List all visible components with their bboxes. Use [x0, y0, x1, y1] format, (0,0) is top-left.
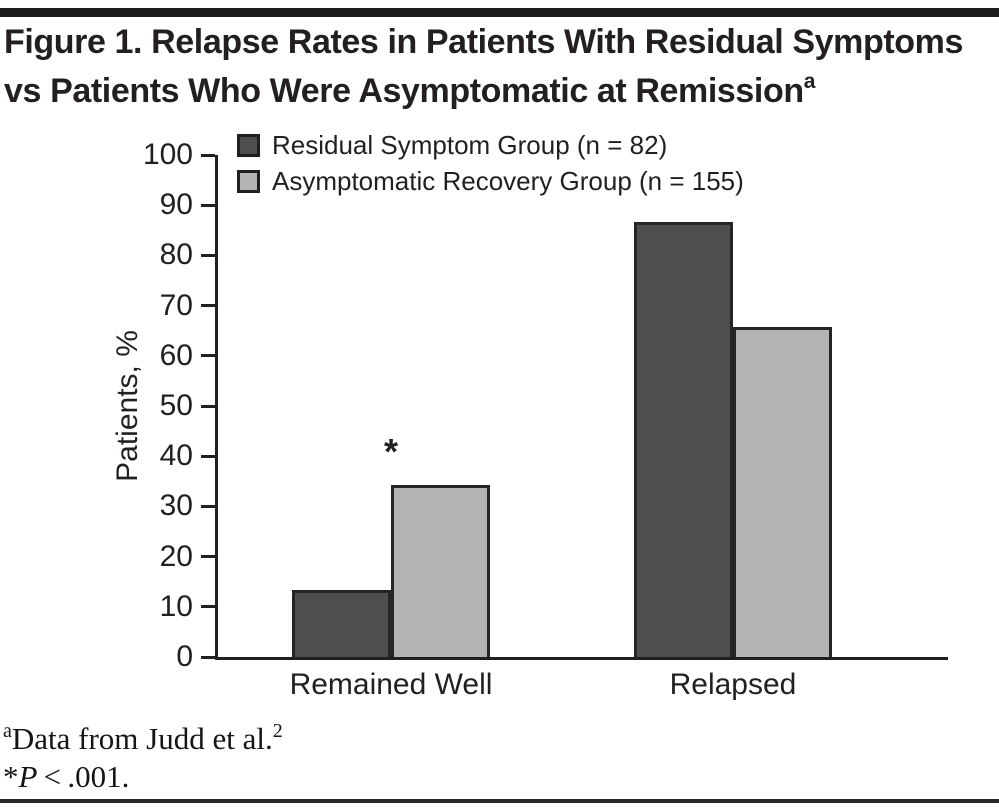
- pvalue-p: P: [18, 759, 38, 794]
- y-axis-tick: [201, 504, 215, 508]
- y-axis-tick: [201, 203, 215, 207]
- y-axis-tick: [201, 304, 215, 308]
- bar-series1-remained-well: [292, 589, 391, 657]
- y-axis-tick: [201, 253, 215, 257]
- top-rule: [0, 8, 999, 17]
- chart-legend: Residual Symptom Group (n = 82) Asymptoma…: [237, 131, 744, 196]
- bar-series1-relapsed: [634, 222, 733, 657]
- bar-series2-relapsed: [733, 326, 832, 657]
- footnotes: aData from Judd et al.2 *P < .001.: [3, 712, 993, 796]
- x-axis-label: Remained Well: [289, 668, 493, 701]
- y-tick-label: 0: [176, 640, 193, 673]
- y-axis-tick: [201, 555, 215, 559]
- bar-series2-remained-well: [391, 485, 490, 657]
- figure-title: Figure 1. Relapse Rates in Patients With…: [4, 23, 998, 111]
- x-axis-label: Relapsed: [669, 668, 797, 701]
- y-axis-tick: [201, 454, 215, 458]
- y-tick-label: 50: [159, 389, 193, 422]
- legend-swatch-icon: [237, 134, 260, 157]
- pvalue-asterisk: *: [3, 759, 19, 794]
- y-axis-tick: [201, 153, 215, 157]
- legend-item: Asymptomatic Recovery Group (n = 155): [237, 167, 744, 196]
- figure-title-text: Figure 1. Relapse Rates in Patients With…: [4, 23, 963, 110]
- footnote-data-source: aData from Judd et al.2: [3, 720, 283, 756]
- footnote-pvalue: *P < .001.: [3, 758, 993, 796]
- y-tick-label: 90: [159, 188, 193, 222]
- bottom-rule: [0, 799, 999, 803]
- footnote-superscript-a: a: [3, 720, 12, 742]
- y-tick-label: 100: [142, 138, 193, 171]
- legend-swatch-icon: [237, 170, 260, 193]
- footnote-reference-2: 2: [272, 720, 283, 742]
- pvalue-rest: < .001.: [37, 759, 130, 794]
- legend-item: Residual Symptom Group (n = 82): [237, 131, 744, 160]
- y-tick-label: 80: [159, 238, 193, 272]
- y-tick-label: 30: [159, 489, 193, 523]
- plot-area: Patients, % 0 10 20 30 40 50 60 70 80 90 100 Remain…: [111, 138, 948, 701]
- significance-asterisk: *: [383, 431, 398, 472]
- y-axis-tick: [201, 655, 215, 659]
- y-tick-label: 70: [159, 288, 193, 322]
- legend-label: Asymptomatic Recovery Group (n = 155): [272, 166, 744, 196]
- y-tick-label: 10: [159, 589, 193, 623]
- y-axis-tick: [201, 605, 215, 609]
- y-tick-label: 60: [159, 338, 193, 372]
- y-tick-label: 20: [159, 539, 193, 573]
- legend-label: Residual Symptom Group (n = 82): [272, 130, 668, 160]
- y-tick-label: 40: [159, 439, 193, 473]
- y-axis-tick: [201, 404, 215, 408]
- title-superscript: a: [803, 70, 816, 93]
- y-axis-tick: [201, 354, 215, 358]
